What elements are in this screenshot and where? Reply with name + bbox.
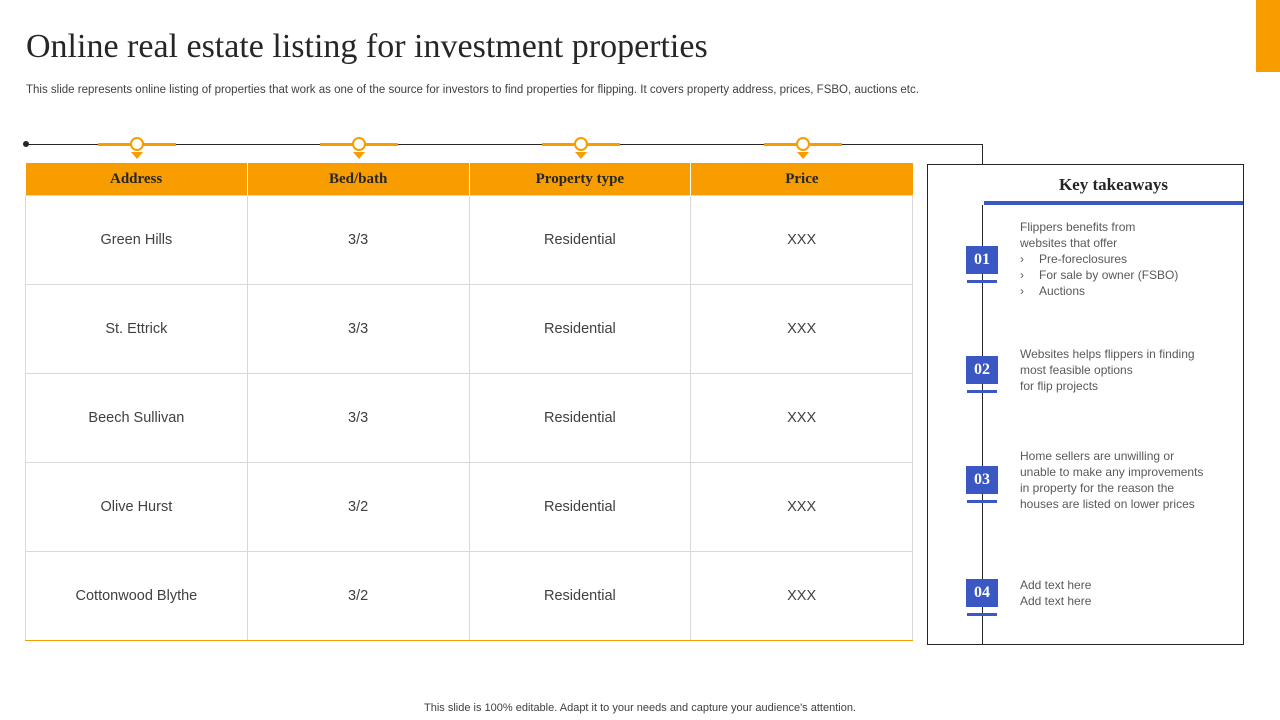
cell-price: XXX: [690, 284, 913, 374]
takeaway-line: Home sellers are unwilling or: [1020, 449, 1175, 463]
property-listing-table: Address Bed/bath Property type Price Gre…: [25, 163, 913, 641]
takeaway-number-tick: [967, 390, 997, 393]
takeaway-line: for flip projects: [1020, 379, 1099, 393]
takeaway-bullet: › Auctions: [1020, 283, 1230, 299]
cell-price: XXX: [690, 195, 913, 285]
takeaway-item-text: Home sellers are unwilling or unable to …: [1020, 448, 1230, 512]
column-marker-icon: [764, 136, 842, 160]
takeaway-bullet-text: Pre-foreclosures: [1039, 252, 1128, 266]
takeaway-number-badge: 01: [966, 246, 998, 274]
table-row: Beech Sullivan 3/3 Residential XXX: [25, 373, 913, 463]
header-price: Price: [690, 163, 913, 196]
takeaway-line: in property for the reason the: [1020, 481, 1175, 495]
timeline-connector: [982, 144, 983, 164]
cell-address: Olive Hurst: [25, 462, 248, 552]
takeaway-line: houses are listed on lower prices: [1020, 497, 1195, 511]
header-address: Address: [25, 163, 248, 196]
takeaway-item-text: Add text here Add text here: [1020, 577, 1230, 609]
cell-property-type: Residential: [468, 284, 692, 374]
takeaway-line: most feasible options: [1020, 363, 1133, 377]
cell-property-type: Residential: [468, 373, 692, 463]
takeaway-bullet-text: Auctions: [1039, 284, 1086, 298]
page-title: Online real estate listing for investmen…: [26, 28, 708, 65]
cell-property-type: Residential: [468, 462, 692, 552]
cell-address: Cottonwood Blythe: [25, 551, 248, 641]
header-property-type: Property type: [469, 163, 692, 196]
takeaways-vertical-line: [982, 205, 983, 645]
takeaway-line: Websites helps flippers in finding: [1020, 347, 1195, 361]
takeaway-number-tick: [967, 613, 997, 616]
accent-tab: [1256, 0, 1280, 72]
cell-price: XXX: [690, 373, 913, 463]
takeaway-item-text: Websites helps flippers in finding most …: [1020, 346, 1230, 394]
table-row: Green Hills 3/3 Residential XXX: [25, 195, 913, 285]
footer-note: This slide is 100% editable. Adapt it to…: [424, 702, 856, 714]
header-bed-bath: Bed/bath: [247, 163, 470, 196]
cell-bed-bath: 3/3: [246, 284, 470, 374]
page-subtitle: This slide represents online listing of …: [26, 84, 919, 96]
table-row: St. Ettrick 3/3 Residential XXX: [25, 284, 913, 374]
takeaway-line: websites that offer: [1020, 236, 1118, 250]
key-takeaways-panel: Key takeaways 01 Flippers benefits from …: [927, 164, 1244, 645]
takeaway-bullet: › Pre-foreclosures: [1020, 251, 1230, 267]
takeaways-title: Key takeaways: [1058, 175, 1169, 194]
takeaway-number-tick: [967, 500, 997, 503]
chevron-right-icon: ›: [1020, 268, 1024, 282]
table-row: Cottonwood Blythe 3/2 Residential XXX: [25, 551, 913, 641]
cell-bed-bath: 3/2: [246, 551, 470, 641]
takeaway-line: unable to make any improvements: [1020, 465, 1204, 479]
takeaway-number-badge: 03: [966, 466, 998, 494]
chevron-right-icon: ›: [1020, 252, 1024, 266]
column-marker-icon: [542, 136, 620, 160]
column-marker-icon: [320, 136, 398, 160]
takeaway-line: Add text here: [1020, 578, 1092, 592]
takeaways-underline: [984, 201, 1243, 205]
chevron-right-icon: ›: [1020, 284, 1024, 298]
timeline-start-dot: [23, 141, 29, 147]
cell-address: St. Ettrick: [25, 284, 248, 374]
cell-price: XXX: [690, 551, 913, 641]
takeaway-bullet: › For sale by owner (FSBO): [1020, 267, 1230, 283]
cell-bed-bath: 3/3: [246, 195, 470, 285]
cell-address: Beech Sullivan: [25, 373, 248, 463]
takeaway-number-badge: 02: [966, 356, 998, 384]
takeaway-line: Add text here: [1020, 594, 1092, 608]
cell-price: XXX: [690, 462, 913, 552]
cell-bed-bath: 3/3: [246, 373, 470, 463]
timeline-line: [26, 144, 982, 145]
takeaway-bullet-text: For sale by owner (FSBO): [1039, 268, 1179, 282]
column-marker-icon: [98, 136, 176, 160]
table-row: Olive Hurst 3/2 Residential XXX: [25, 462, 913, 552]
takeaway-line: Flippers benefits from: [1020, 220, 1136, 234]
cell-property-type: Residential: [468, 195, 692, 285]
cell-bed-bath: 3/2: [246, 462, 470, 552]
cell-address: Green Hills: [25, 195, 248, 285]
takeaway-number-tick: [967, 280, 997, 283]
takeaway-number-badge: 04: [966, 579, 998, 607]
cell-property-type: Residential: [468, 551, 692, 641]
table-header-row: Address Bed/bath Property type Price: [25, 163, 913, 196]
takeaway-item-text: Flippers benefits from websites that off…: [1020, 219, 1230, 299]
